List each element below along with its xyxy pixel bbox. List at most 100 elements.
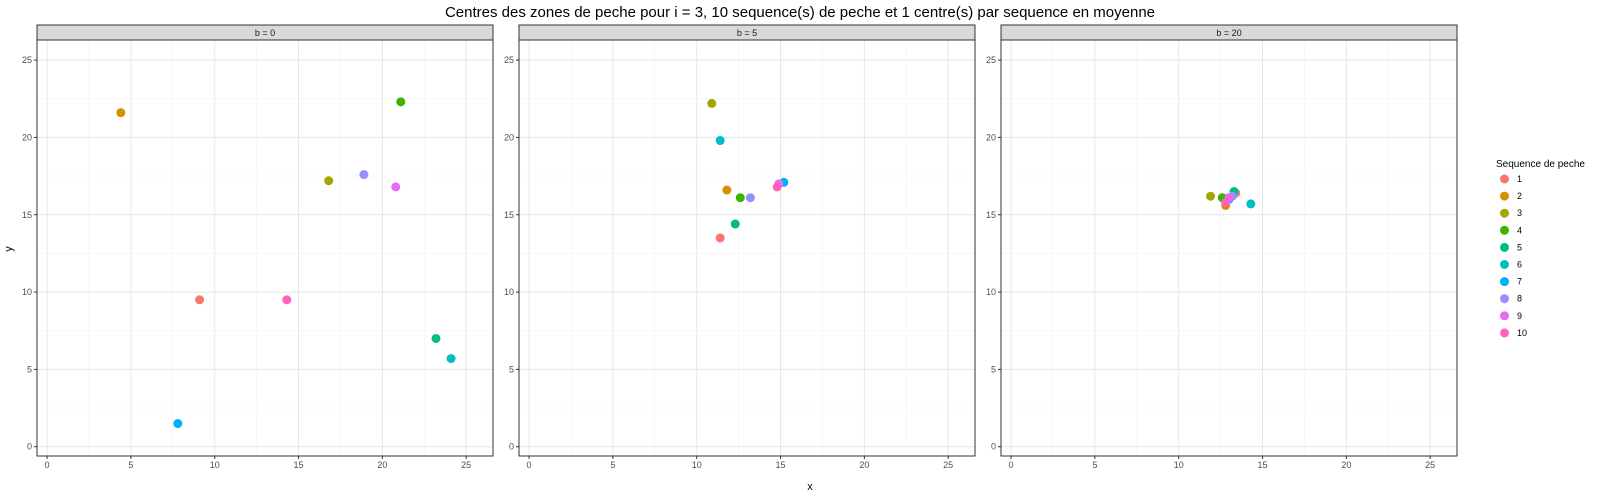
facet-strip [518, 24, 976, 41]
x-tick-label: 25 [943, 460, 953, 470]
facet-strip [1000, 24, 1458, 41]
legend-label: 2 [1517, 191, 1522, 201]
minor-gridlines [1001, 40, 1457, 456]
legend-label: 1 [1517, 174, 1522, 184]
minor-gridlines [37, 40, 493, 456]
legend-key [1500, 311, 1509, 321]
legend-key [1500, 294, 1509, 304]
x-tick-label: 5 [1092, 460, 1097, 470]
facet-strip [36, 24, 494, 41]
y-tick-label: 5 [991, 364, 996, 374]
y-tick-label: 15 [986, 210, 996, 220]
y-tick-label: 25 [22, 55, 32, 65]
x-tick-label: 0 [45, 460, 50, 470]
data-point-seq-10 [772, 182, 782, 192]
legend-label: 9 [1517, 311, 1522, 321]
major-gridlines [519, 40, 975, 456]
x-tick-label: 10 [692, 460, 702, 470]
y-tick-label: 20 [504, 132, 514, 142]
x-tick-label: 10 [1174, 460, 1184, 470]
legend-label: 4 [1517, 225, 1522, 235]
y-tick-label: 15 [504, 210, 514, 220]
x-tick-label: 20 [859, 460, 869, 470]
major-gridlines [37, 40, 493, 456]
data-point-seq-1 [715, 233, 725, 243]
axis-ticks: 0 5 10 15 20 25 0 5 10 15 20 25 [22, 55, 471, 470]
data-points [707, 98, 789, 243]
data-point-seq-5 [431, 333, 441, 343]
legend-entry-10: 10 [1496, 324, 1527, 342]
y-tick-label: 10 [504, 287, 514, 297]
legend-key [1500, 174, 1509, 184]
facet-strip-label: b = 5 [737, 28, 757, 38]
data-point-seq-10 [282, 295, 292, 305]
x-tick-label: 15 [1258, 460, 1268, 470]
legend-entry-1: 1 [1496, 171, 1522, 188]
x-tick-label: 15 [294, 460, 304, 470]
y-tick-label: 25 [986, 55, 996, 65]
legend-title: Sequence de peche [1496, 159, 1585, 170]
panel-background [519, 40, 975, 456]
data-point-seq-5 [730, 219, 740, 229]
y-tick-label: 5 [27, 364, 32, 374]
y-tick-label: 15 [22, 210, 32, 220]
legend-entry-5: 5 [1496, 239, 1522, 257]
legend-key [1500, 260, 1509, 269]
legend-label: 6 [1517, 260, 1522, 270]
legend-label: 7 [1517, 277, 1522, 287]
data-point-seq-4 [396, 97, 406, 107]
y-axis-label: y [3, 246, 15, 252]
y-tick-label: 0 [27, 442, 32, 452]
facet-panel: b = 5 0 5 10 15 20 25 0 5 10 15 20 25 [504, 24, 976, 470]
axis-ticks: 0 5 10 15 20 25 0 5 10 15 20 25 [504, 55, 953, 470]
data-point-seq-7 [173, 419, 183, 429]
legend-entries: 1 2 3 4 5 6 7 8 9 10 [1496, 171, 1527, 342]
x-tick-label: 25 [1425, 460, 1435, 470]
data-point-seq-6 [715, 136, 725, 146]
data-point-seq-4 [735, 193, 745, 203]
facet-strip-label: b = 20 [1216, 28, 1241, 38]
x-tick-label: 10 [210, 460, 220, 470]
legend-key [1500, 242, 1509, 252]
minor-gridlines [519, 40, 975, 456]
x-tick-label: 0 [1009, 460, 1014, 470]
legend-entry-9: 9 [1496, 307, 1522, 325]
legend-label: 5 [1517, 242, 1522, 252]
data-point-seq-8 [359, 170, 369, 180]
data-point-seq-10 [1221, 197, 1231, 207]
data-point-seq-6 [1246, 199, 1256, 209]
legend-entry-8: 8 [1496, 290, 1522, 308]
y-tick-label: 5 [509, 364, 514, 374]
legend-entry-7: 7 [1496, 273, 1522, 291]
y-tick-label: 20 [22, 132, 32, 142]
chart-title: Centres des zones de peche pour i = 3, 1… [445, 4, 1155, 21]
legend: Sequence de peche 1 2 3 4 5 6 7 8 9 10 [1496, 159, 1585, 342]
x-tick-label: 0 [527, 460, 532, 470]
legend-label: 10 [1517, 328, 1527, 338]
legend-entry-3: 3 [1496, 205, 1522, 223]
major-gridlines [1001, 40, 1457, 456]
legend-key [1500, 225, 1509, 235]
legend-key [1500, 277, 1509, 287]
y-tick-label: 10 [22, 287, 32, 297]
legend-entry-6: 6 [1496, 256, 1522, 274]
panel-background [1001, 40, 1457, 456]
y-tick-label: 10 [986, 287, 996, 297]
legend-entry-2: 2 [1496, 188, 1522, 206]
y-tick-label: 25 [504, 55, 514, 65]
legend-key [1500, 328, 1509, 338]
x-axis-label: x [807, 481, 813, 493]
panel-background [37, 40, 493, 456]
axis-ticks: 0 5 10 15 20 25 0 5 10 15 20 25 [986, 55, 1435, 470]
x-tick-label: 15 [776, 460, 786, 470]
legend-key [1500, 208, 1509, 218]
data-point-seq-8 [745, 193, 755, 203]
legend-key [1500, 191, 1509, 201]
x-tick-label: 25 [461, 460, 471, 470]
data-point-seq-1 [195, 295, 205, 305]
legend-label: 3 [1517, 208, 1522, 218]
data-point-seq-2 [116, 108, 126, 118]
data-points [116, 97, 456, 429]
data-point-seq-9 [391, 182, 401, 192]
